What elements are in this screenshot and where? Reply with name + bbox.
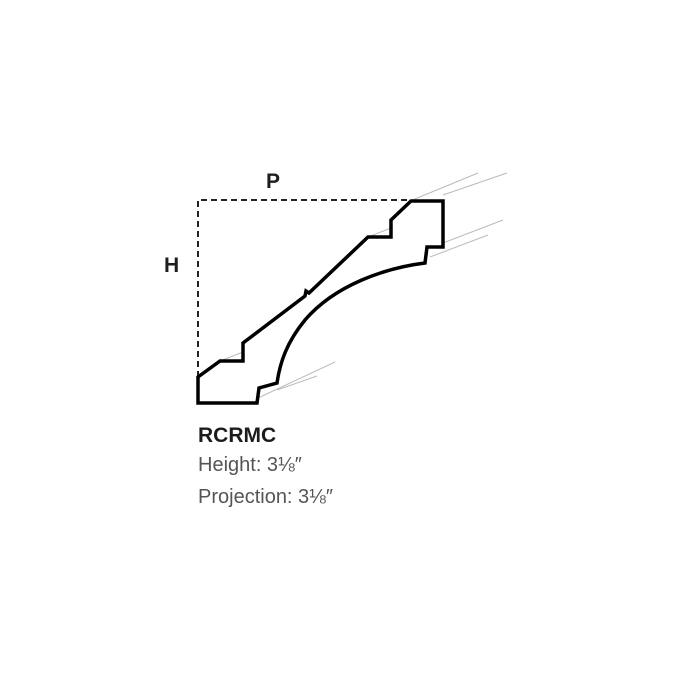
projection-label: P	[266, 170, 281, 193]
projection-spec: Projection: 3⅛″	[198, 486, 333, 508]
height-label: H	[164, 254, 180, 277]
wall-ceiling-guide-lines	[219, 172, 508, 399]
molding-outline	[196, 199, 445, 405]
product-code: RCRMC	[198, 424, 277, 447]
height-spec: Height: 3⅛″	[198, 454, 302, 476]
dimension-dashed-lines	[197, 199, 411, 377]
